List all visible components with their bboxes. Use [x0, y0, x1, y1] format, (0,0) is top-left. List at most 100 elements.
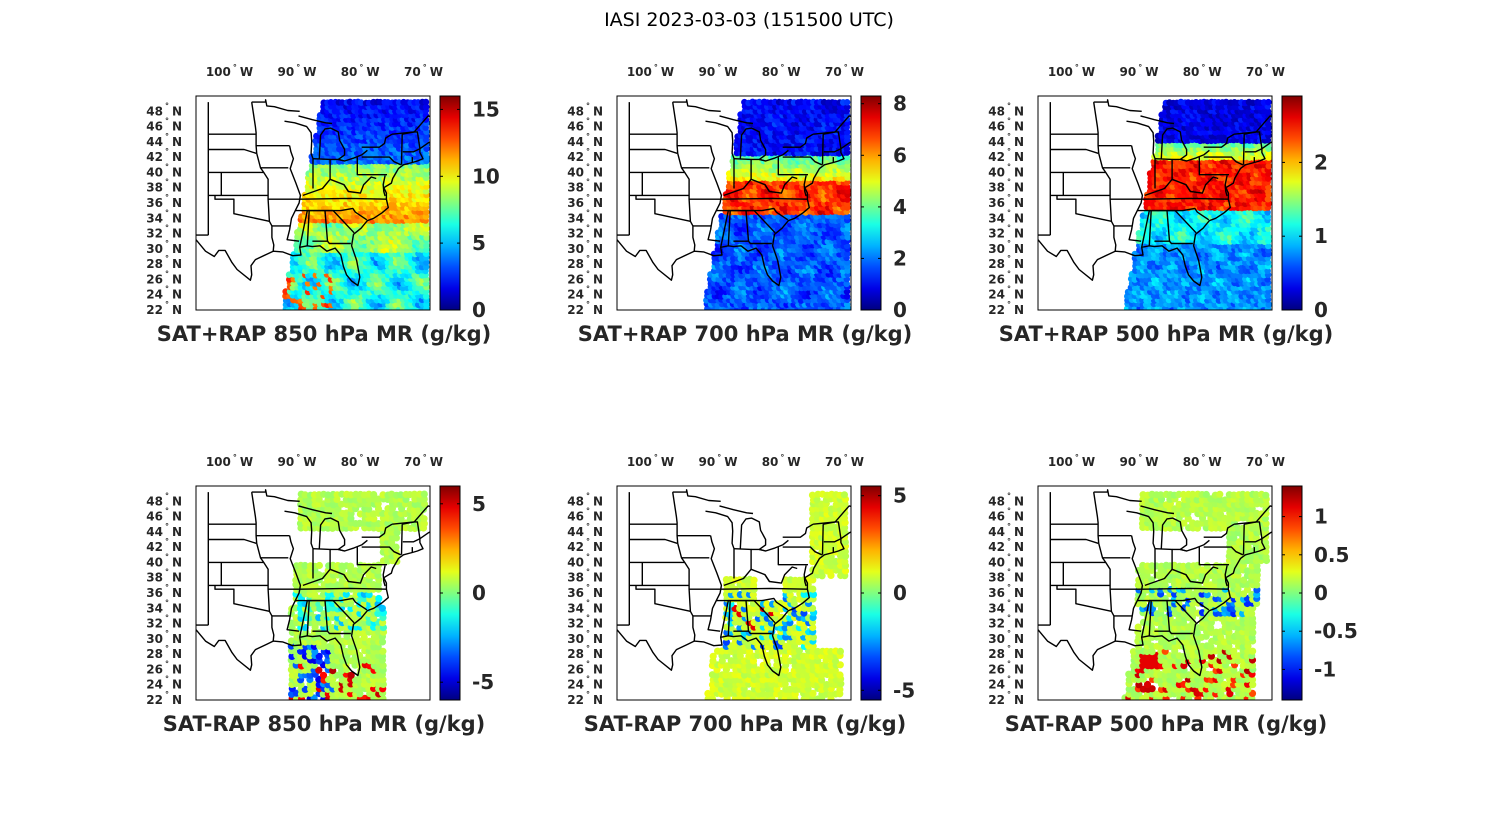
data-point: [395, 107, 403, 115]
lat-tick-degree: °: [586, 254, 590, 263]
lon-tick-degree: °: [654, 63, 658, 72]
lat-tick-label: 30: [146, 242, 163, 256]
state-boundary: [721, 197, 808, 200]
lat-tick-hemisphere: N: [172, 242, 182, 256]
data-point: [1154, 162, 1162, 170]
data-point: [422, 103, 430, 111]
lat-tick-degree: °: [165, 132, 169, 141]
data-point: [1265, 150, 1272, 157]
lat-tick-label: 24: [146, 288, 163, 302]
lat-tick-degree: °: [586, 132, 590, 141]
data-point: [756, 98, 763, 106]
lon-tick-degree: °: [844, 63, 848, 72]
lat-tick-label: 44: [146, 135, 163, 149]
lat-tick-degree: °: [586, 162, 590, 171]
lat-tick-degree: °: [165, 285, 169, 294]
lat-tick-label: 22: [146, 303, 163, 317]
colorbar-tick-label: 2: [893, 246, 907, 270]
state-boundary: [338, 149, 368, 162]
figure-title: IASI 2023-03-03 (151500 UTC): [604, 9, 894, 31]
state-boundary: [312, 240, 351, 245]
lat-tick-degree: °: [165, 254, 169, 263]
state-boundary: [361, 156, 402, 166]
lon-tick-degree: °: [423, 63, 427, 72]
lat-tick-hemisphere: N: [593, 272, 603, 286]
data-point: [422, 230, 430, 237]
data-point: [327, 99, 335, 106]
data-point: [844, 196, 851, 203]
colorbar-tick-label: 10: [472, 164, 500, 188]
state-boundary: [400, 134, 403, 165]
lat-tick-label: 32: [567, 227, 584, 241]
subplot-title: SAT+RAP 700 hPa MR (g/kg): [578, 322, 912, 346]
lat-tick-hemisphere: N: [593, 288, 603, 302]
state-boundary: [753, 210, 776, 234]
lat-tick-degree: °: [165, 162, 169, 171]
lon-tick-label: 70: [825, 65, 842, 79]
state-boundary: [324, 210, 329, 242]
lat-tick-hemisphere: N: [172, 120, 182, 134]
lat-tick-hemisphere: N: [593, 120, 603, 134]
state-boundary: [782, 156, 823, 166]
state-boundary: [402, 148, 421, 153]
state-boundary: [309, 207, 368, 221]
lat-tick-degree: °: [586, 269, 590, 278]
lat-tick-hemisphere: N: [172, 181, 182, 195]
lat-tick-label: 48: [146, 104, 163, 118]
lat-tick-label: 32: [146, 227, 163, 241]
lat-tick-degree: °: [586, 208, 590, 217]
lat-tick-degree: °: [165, 269, 169, 278]
state-boundary: [332, 210, 355, 234]
lat-tick-hemisphere: N: [172, 165, 182, 179]
lat-tick-degree: °: [165, 208, 169, 217]
lon-tick-hemisphere: W: [240, 65, 253, 79]
lon-tick-degree: °: [780, 63, 784, 72]
lat-tick-hemisphere: N: [593, 257, 603, 271]
state-boundary: [635, 195, 691, 222]
state-boundary: [251, 101, 275, 252]
subplot-2: 100 ° W 90 ° W 80 ° W 70 ° W48 ° N46 ° N44 ° N42 ° N40 ° N38 °…: [567, 63, 912, 346]
data-point: [844, 250, 851, 258]
data-point: [338, 99, 346, 106]
state-boundary: [356, 157, 387, 176]
data-point: [843, 99, 851, 106]
state-boundary: [629, 148, 678, 154]
subplot-title: SAT+RAP 850 hPa MR (g/kg): [157, 322, 491, 346]
state-boundary: [777, 157, 808, 176]
lat-tick-label: 34: [146, 211, 163, 225]
data-point: [384, 116, 392, 123]
data-point: [358, 133, 365, 140]
data-point: [1265, 301, 1272, 308]
lat-tick-hemisphere: N: [593, 242, 603, 256]
lat-tick-label: 38: [146, 181, 163, 195]
state-boundary: [730, 207, 789, 221]
lat-tick-label: 46: [146, 120, 163, 134]
lon-tick-label: 80: [762, 65, 779, 79]
state-boundary: [298, 115, 333, 125]
lat-tick-label: 42: [146, 150, 163, 164]
lon-tick-hemisphere: W: [851, 65, 864, 79]
state-boundary: [382, 175, 386, 197]
state-boundary: [672, 99, 721, 112]
lat-tick-hemisphere: N: [593, 227, 603, 241]
colorbar: [861, 96, 881, 310]
lat-tick-hemisphere: N: [593, 135, 603, 149]
lat-tick-degree: °: [586, 239, 590, 248]
colorbar-tick-label: 6: [893, 143, 907, 167]
lat-tick-hemisphere: N: [172, 196, 182, 210]
lat-tick-label: 30: [567, 242, 584, 256]
lon-tick-degree: °: [233, 63, 237, 72]
lat-tick-label: 34: [567, 211, 584, 225]
state-boundary: [251, 99, 300, 112]
lat-tick-label: 42: [567, 150, 584, 164]
state-boundary: [705, 120, 735, 159]
lat-tick-degree: °: [165, 178, 169, 187]
state-boundary: [707, 145, 723, 242]
lat-tick-label: 22: [567, 303, 584, 317]
data-point: [1264, 225, 1272, 232]
lat-tick-label: 26: [146, 272, 163, 286]
state-boundaries: [617, 99, 851, 287]
data-point: [794, 183, 801, 191]
lat-tick-degree: °: [586, 147, 590, 156]
state-boundary: [813, 115, 851, 135]
